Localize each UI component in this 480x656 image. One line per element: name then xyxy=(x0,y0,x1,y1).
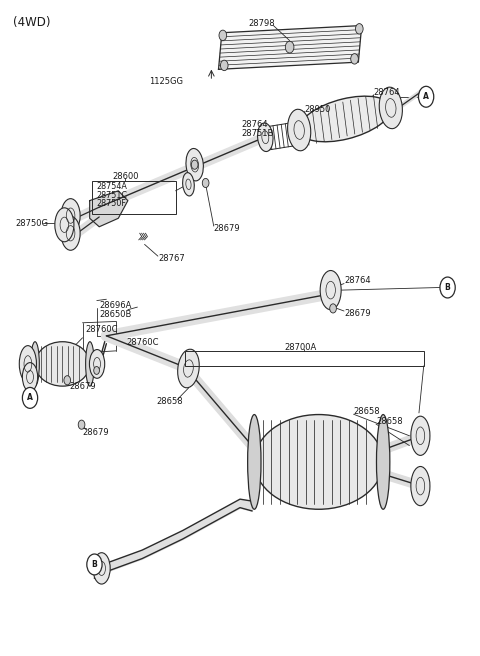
Text: 28764: 28764 xyxy=(373,89,400,97)
Circle shape xyxy=(23,388,37,408)
Text: 28700A: 28700A xyxy=(284,343,316,352)
Circle shape xyxy=(285,41,294,53)
Circle shape xyxy=(87,554,102,575)
Ellipse shape xyxy=(61,199,80,233)
Ellipse shape xyxy=(254,415,383,509)
Circle shape xyxy=(356,24,363,34)
Ellipse shape xyxy=(299,96,391,142)
Text: 28679: 28679 xyxy=(214,224,240,234)
Text: 28751C: 28751C xyxy=(97,191,128,200)
Circle shape xyxy=(351,54,359,64)
Ellipse shape xyxy=(178,349,199,388)
Ellipse shape xyxy=(320,270,341,310)
Text: 28754A: 28754A xyxy=(97,182,128,192)
Ellipse shape xyxy=(186,148,204,181)
Text: 28750G: 28750G xyxy=(16,219,48,228)
Bar xyxy=(185,351,424,366)
Circle shape xyxy=(78,420,85,429)
Text: 28750F: 28750F xyxy=(97,199,127,209)
Text: 28767: 28767 xyxy=(158,255,185,263)
Text: B: B xyxy=(444,283,450,292)
Ellipse shape xyxy=(288,110,311,151)
Circle shape xyxy=(330,304,336,313)
Text: 28760C: 28760C xyxy=(126,338,159,347)
Circle shape xyxy=(440,277,455,298)
Text: 28679: 28679 xyxy=(83,428,109,437)
Text: 28658: 28658 xyxy=(156,397,183,405)
Bar xyxy=(92,181,176,214)
Text: 28798: 28798 xyxy=(248,19,275,28)
Circle shape xyxy=(419,87,434,107)
Text: A: A xyxy=(27,394,33,402)
Ellipse shape xyxy=(61,216,80,251)
Text: 28658: 28658 xyxy=(376,417,403,426)
Ellipse shape xyxy=(182,173,194,196)
Text: 28696A: 28696A xyxy=(99,300,132,310)
Circle shape xyxy=(192,160,198,169)
Circle shape xyxy=(219,30,227,41)
Ellipse shape xyxy=(55,208,74,242)
Ellipse shape xyxy=(89,350,105,379)
Ellipse shape xyxy=(23,363,37,392)
Ellipse shape xyxy=(35,342,90,386)
Text: 28679: 28679 xyxy=(69,382,96,391)
Text: 28764: 28764 xyxy=(241,119,268,129)
Circle shape xyxy=(220,60,228,71)
Ellipse shape xyxy=(85,342,94,386)
Text: 28751B: 28751B xyxy=(241,129,274,138)
Text: 28760C: 28760C xyxy=(85,325,118,335)
Text: 1125GG: 1125GG xyxy=(149,77,183,85)
Polygon shape xyxy=(218,26,362,70)
Text: 28658: 28658 xyxy=(354,407,380,416)
Ellipse shape xyxy=(258,123,273,152)
Ellipse shape xyxy=(379,87,402,129)
Ellipse shape xyxy=(93,553,110,584)
Ellipse shape xyxy=(31,342,39,386)
Ellipse shape xyxy=(19,346,36,382)
Text: B: B xyxy=(92,560,97,569)
Ellipse shape xyxy=(248,415,261,509)
Text: 28950: 28950 xyxy=(304,105,331,113)
Text: 28679: 28679 xyxy=(344,309,371,318)
Text: (4WD): (4WD) xyxy=(13,16,51,29)
Text: A: A xyxy=(423,92,429,101)
Circle shape xyxy=(94,367,99,375)
Text: 28600: 28600 xyxy=(112,172,139,181)
Circle shape xyxy=(64,376,71,385)
Circle shape xyxy=(202,178,209,188)
Ellipse shape xyxy=(376,415,390,509)
Ellipse shape xyxy=(411,416,430,455)
Text: 28764: 28764 xyxy=(344,276,371,285)
Ellipse shape xyxy=(411,466,430,506)
Text: 28650B: 28650B xyxy=(99,310,132,319)
Polygon shape xyxy=(90,191,128,227)
